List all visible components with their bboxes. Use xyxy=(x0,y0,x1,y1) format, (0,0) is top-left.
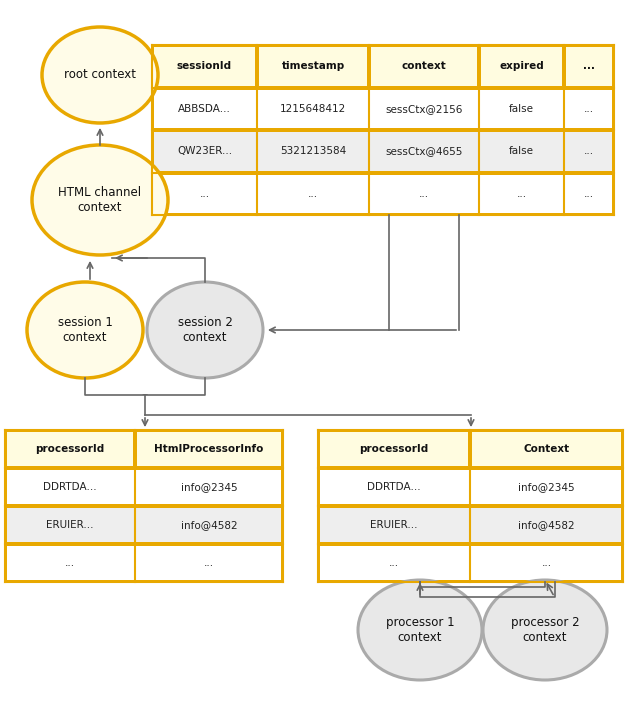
Bar xyxy=(259,47,367,86)
Bar xyxy=(318,430,623,582)
Text: ...: ... xyxy=(516,189,527,199)
Text: processorId: processorId xyxy=(36,444,105,454)
Text: DDRTDA...: DDRTDA... xyxy=(43,482,97,492)
Text: context: context xyxy=(401,61,446,72)
Text: timestamp: timestamp xyxy=(281,61,345,72)
Ellipse shape xyxy=(358,580,482,680)
Text: ...: ... xyxy=(389,558,399,568)
Text: processor 2
context: processor 2 context xyxy=(511,616,579,644)
Bar xyxy=(154,47,255,86)
Bar xyxy=(320,470,621,504)
Text: 1215648412: 1215648412 xyxy=(280,104,346,114)
Text: ...: ... xyxy=(584,104,594,114)
Text: expired: expired xyxy=(499,61,544,72)
Bar xyxy=(566,47,612,86)
Text: DDRTDA...: DDRTDA... xyxy=(367,482,421,492)
Text: ...: ... xyxy=(584,189,594,199)
Text: ...: ... xyxy=(584,147,594,156)
Text: ...: ... xyxy=(541,558,551,568)
Text: ...: ... xyxy=(65,558,75,568)
Text: info@4582: info@4582 xyxy=(181,520,237,530)
Bar xyxy=(481,47,562,86)
Text: session 2
context: session 2 context xyxy=(177,316,232,344)
Text: ERUIER...: ERUIER... xyxy=(46,520,93,530)
Text: session 1
context: session 1 context xyxy=(58,316,113,344)
Text: Context: Context xyxy=(523,444,570,454)
Text: false: false xyxy=(509,147,534,156)
Text: ...: ... xyxy=(200,189,210,199)
Ellipse shape xyxy=(27,282,143,378)
Text: root context: root context xyxy=(64,69,136,81)
Bar xyxy=(371,47,477,86)
Text: QW23ER...: QW23ER... xyxy=(177,147,232,156)
Bar xyxy=(137,432,281,466)
Bar xyxy=(320,432,468,466)
Text: false: false xyxy=(509,104,534,114)
Bar xyxy=(154,90,612,128)
Text: sessCtx@4655: sessCtx@4655 xyxy=(385,147,462,156)
Text: ...: ... xyxy=(308,189,318,199)
Text: ABBSDA...: ABBSDA... xyxy=(178,104,231,114)
Text: –: – xyxy=(142,388,148,402)
Text: processorId: processorId xyxy=(359,444,429,454)
Ellipse shape xyxy=(42,27,158,123)
Ellipse shape xyxy=(147,282,263,378)
Text: 5321213584: 5321213584 xyxy=(280,147,346,156)
Bar xyxy=(7,508,281,542)
Text: ...: ... xyxy=(583,61,595,72)
Text: ...: ... xyxy=(419,189,429,199)
Text: sessCtx@2156: sessCtx@2156 xyxy=(385,104,462,114)
Text: HtmlProcessorInfo: HtmlProcessorInfo xyxy=(155,444,264,454)
Text: sessionId: sessionId xyxy=(177,61,232,72)
Text: info@2345: info@2345 xyxy=(518,482,575,492)
Bar xyxy=(320,508,621,542)
Bar xyxy=(5,430,283,582)
Ellipse shape xyxy=(483,580,607,680)
Bar xyxy=(320,546,621,580)
Text: ...: ... xyxy=(204,558,214,568)
Text: processor 1
context: processor 1 context xyxy=(385,616,454,644)
Bar xyxy=(154,175,612,213)
Bar xyxy=(152,45,614,215)
Bar xyxy=(7,432,133,466)
Ellipse shape xyxy=(32,145,168,255)
Text: info@2345: info@2345 xyxy=(181,482,237,492)
Bar xyxy=(472,432,621,466)
Text: info@4582: info@4582 xyxy=(518,520,575,530)
Bar xyxy=(154,132,612,170)
Bar xyxy=(7,546,281,580)
Text: ERUIER...: ERUIER... xyxy=(370,520,418,530)
Bar xyxy=(7,470,281,504)
Text: HTML channel
context: HTML channel context xyxy=(59,186,142,214)
